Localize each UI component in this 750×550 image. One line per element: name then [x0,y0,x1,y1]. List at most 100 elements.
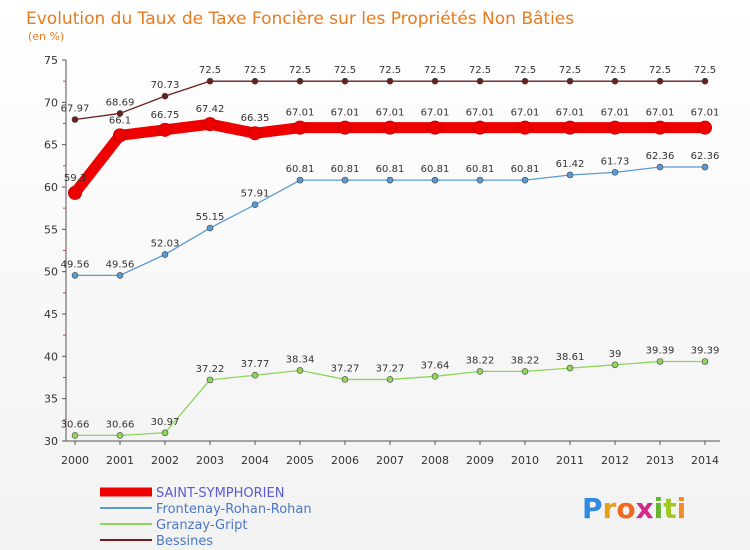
data-label: 66.75 [151,110,180,121]
data-point [71,272,79,279]
data-point [206,77,214,85]
data-point [71,432,79,439]
data-label: 67.01 [421,108,450,119]
data-point [701,163,709,171]
data-label: 72.5 [424,65,446,76]
data-label: 67.97 [61,104,90,115]
x-tick-label: 2014 [691,454,719,467]
data-point [563,120,577,135]
data-label: 72.5 [334,65,356,76]
data-point [698,120,712,135]
data-point [431,77,439,85]
data-point [521,176,529,184]
data-point [386,77,394,85]
x-tick-label: 2006 [331,454,359,467]
data-label: 72.5 [649,65,671,76]
data-label: 61.73 [601,156,630,167]
data-label: 72.5 [289,65,311,76]
data-label: 52.03 [151,238,180,249]
data-point [428,120,442,135]
data-point [203,117,217,132]
y-tick-label: 60 [44,181,58,194]
data-label: 38.34 [286,354,315,365]
data-point [566,77,574,85]
data-label: 55.15 [196,212,225,223]
data-point [116,272,124,279]
data-label: 37.27 [331,363,360,374]
data-label: 37.64 [421,360,450,371]
x-tick-label: 2010 [511,454,539,467]
data-point [206,376,214,384]
data-label: 60.81 [286,164,315,175]
data-label: 60.81 [331,164,360,175]
data-label: 62.36 [691,151,720,162]
legend-label: Granzay-Gript [156,518,247,533]
data-point [521,77,529,85]
data-point [386,376,394,383]
data-point [68,185,82,200]
series-saint-symphorien [68,117,712,200]
data-label: 49.56 [106,259,135,270]
logo-letter: r [603,492,617,525]
data-point [341,176,349,184]
data-point [293,120,307,135]
data-label: 37.22 [196,364,225,375]
x-tick-label: 2011 [556,454,584,467]
data-label: 60.81 [376,164,405,175]
data-label: 49.56 [61,259,90,270]
data-point [521,368,529,375]
data-label: 37.77 [241,359,270,370]
data-label: 72.5 [379,65,401,76]
data-point [161,251,169,258]
data-point [656,77,664,85]
data-point [386,176,394,184]
data-label: 39.39 [646,345,675,356]
data-point [161,429,169,437]
data-point [251,77,259,85]
data-label: 67.01 [466,108,495,119]
x-tick-label: 2000 [61,454,89,467]
data-label: 60.81 [421,164,450,175]
data-point [701,358,709,365]
data-point [116,110,124,117]
data-point [476,368,484,375]
logo-letter: P [582,492,603,525]
data-label: 67.01 [646,108,675,119]
data-label: 60.81 [466,164,495,175]
x-tick-label: 2004 [241,454,269,467]
logo-letter: i [677,492,687,525]
y-tick-label: 40 [44,350,58,363]
data-point [296,367,304,374]
data-point [701,77,709,85]
x-tick-label: 2008 [421,454,449,467]
data-label: 39.39 [691,345,720,356]
data-point [341,77,349,85]
data-label: 68.69 [106,97,135,108]
data-point [161,92,169,100]
x-tick-label: 2013 [646,454,674,467]
y-tick-label: 45 [44,308,58,321]
data-label: 62.36 [646,151,675,162]
data-point [431,176,439,184]
y-tick-label: 50 [44,266,58,279]
data-label: 67.01 [376,108,405,119]
series-bessines [71,77,709,123]
data-label: 72.5 [244,65,266,76]
data-point [71,116,79,123]
data-label: 38.22 [466,355,495,366]
data-label: 30.66 [106,419,135,430]
data-point [611,77,619,85]
data-label: 72.5 [694,65,716,76]
data-label: 67.01 [286,108,315,119]
legend-label: Bessines [156,534,213,549]
data-point [248,126,262,141]
x-tick-label: 2003 [196,454,224,467]
legend-label: SAINT-SYMPHORIEN [156,486,284,501]
data-label: 66.35 [241,113,270,124]
data-point [338,120,352,135]
data-label: 67.01 [691,108,720,119]
data-point [566,364,574,372]
axes: 30 35 40 45 50 55 60 65 70 75 2000 2001 2002 2003 2004… [44,54,720,467]
